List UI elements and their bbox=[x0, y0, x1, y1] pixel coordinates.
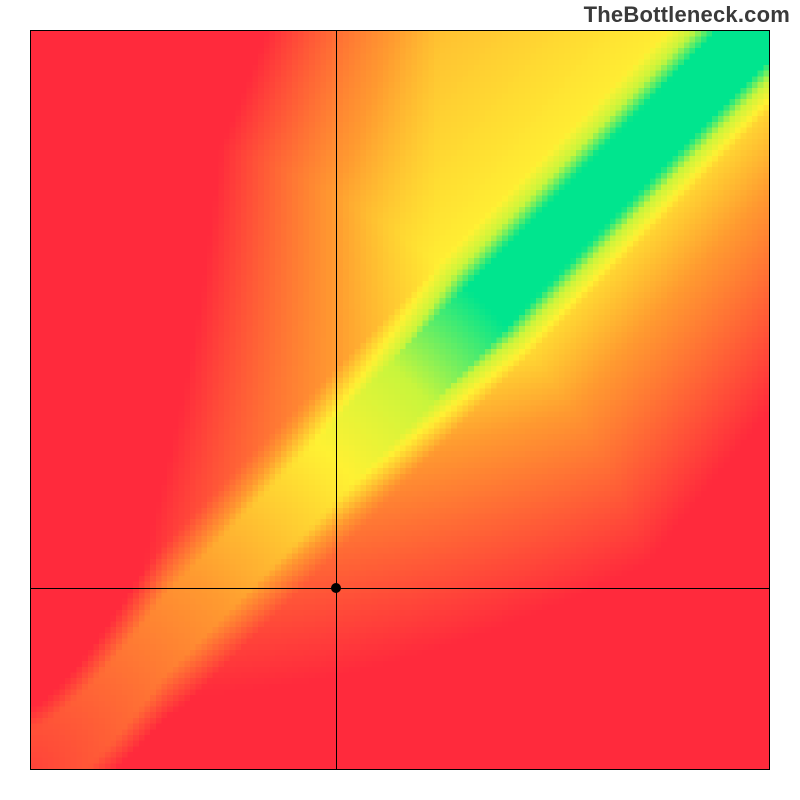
selection-marker bbox=[331, 583, 341, 593]
watermark-text: TheBottleneck.com bbox=[584, 2, 790, 28]
crosshair-vertical bbox=[336, 31, 337, 769]
crosshair-horizontal bbox=[31, 588, 769, 589]
bottleneck-heatmap-plot bbox=[30, 30, 770, 770]
heatmap-canvas bbox=[31, 31, 769, 769]
